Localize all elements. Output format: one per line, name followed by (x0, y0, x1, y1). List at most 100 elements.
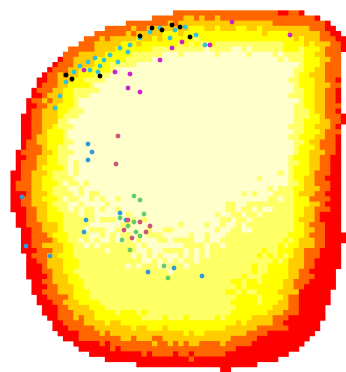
heatmap-cell (83, 46, 90, 53)
heatmap-cell (309, 170, 315, 177)
heatmap-cell (141, 175, 148, 182)
heatmap-cell (62, 103, 69, 109)
heatmap-cell (199, 87, 205, 94)
heatmap-cell (251, 20, 258, 27)
heatmap-cell (235, 87, 242, 94)
heatmap-cell (110, 304, 116, 311)
heatmap-cell (241, 263, 247, 270)
heatmap-cell (31, 93, 38, 99)
heatmap-cell (246, 237, 253, 244)
heatmap-cell (15, 186, 22, 192)
heatmap-cell (183, 72, 190, 78)
heatmap-cell (288, 10, 294, 16)
heatmap-cell (188, 335, 195, 342)
heatmap-cell (183, 211, 190, 218)
heatmap-cell (188, 279, 195, 285)
heatmap-cell (230, 310, 237, 316)
heatmap-cell (157, 129, 163, 135)
heatmap-cell (162, 351, 169, 357)
heatmap-cell (225, 315, 232, 321)
heatmap-cell (68, 237, 74, 244)
heatmap-cell (136, 149, 142, 156)
scatter-point (187, 34, 193, 40)
heatmap-cell (304, 320, 310, 326)
heatmap-cell (304, 165, 310, 171)
heatmap-cell (304, 289, 310, 295)
heatmap-cell (26, 139, 32, 146)
heatmap-cell (256, 51, 263, 58)
heatmap-cell (89, 160, 95, 166)
heatmap-cell (251, 82, 258, 89)
heatmap-cell (141, 237, 148, 244)
heatmap-cell (188, 41, 195, 47)
heatmap-cell (94, 289, 100, 295)
scatter-point (77, 63, 83, 69)
heatmap-cell (136, 211, 142, 218)
heatmap-cell (47, 315, 53, 321)
heatmap-cell (304, 232, 310, 239)
heatmap-cell (319, 31, 326, 37)
heatmap-cell (193, 196, 200, 202)
heatmap-cell (173, 258, 179, 264)
heatmap-cell (246, 222, 253, 228)
heatmap-cell (115, 304, 121, 311)
heatmap-cell (214, 258, 221, 264)
heatmap-cell (193, 186, 200, 192)
heatmap-cell (298, 222, 305, 228)
heatmap-cell (41, 175, 48, 182)
heatmap-cell (335, 144, 342, 151)
heatmap-cell (330, 77, 336, 84)
heatmap-cell (340, 118, 346, 125)
heatmap-cell (57, 206, 64, 213)
heatmap-cell (214, 103, 221, 109)
heatmap-cell (246, 118, 253, 125)
heatmap-cell (235, 294, 242, 301)
heatmap-cell (125, 206, 132, 213)
heatmap-cell (183, 248, 190, 254)
heatmap-cell (246, 320, 253, 326)
heatmap-cell (36, 144, 43, 151)
heatmap-cell (246, 227, 253, 233)
heatmap-cell (225, 206, 232, 213)
heatmap-cell (125, 242, 132, 249)
heatmap-cell (309, 129, 315, 135)
heatmap-cell (220, 67, 226, 73)
heatmap-cell (167, 165, 174, 171)
heatmap-cell (31, 170, 38, 177)
heatmap-cell (78, 294, 85, 301)
heatmap-cell (199, 160, 205, 166)
heatmap-cell (325, 118, 331, 125)
heatmap-cell (20, 222, 27, 228)
heatmap-cell (89, 268, 95, 275)
heatmap-cell (73, 134, 80, 140)
heatmap-cell (83, 103, 90, 109)
heatmap-cell (241, 87, 247, 94)
heatmap-cell (183, 15, 190, 22)
heatmap-cell (298, 170, 305, 177)
heatmap-cell (89, 46, 95, 53)
heatmap-cell (188, 103, 195, 109)
heatmap-cell (167, 232, 174, 239)
heatmap-cell (31, 155, 38, 161)
heatmap-cell (288, 51, 294, 58)
heatmap-cell (256, 98, 263, 104)
scatter-point (131, 193, 137, 199)
heatmap-cell (251, 294, 258, 301)
heatmap-cell (183, 77, 190, 84)
heatmap-cell (293, 31, 300, 37)
heatmap-cell (78, 113, 85, 120)
heatmap-cell (283, 170, 289, 177)
heatmap-cell (152, 20, 158, 27)
heatmap-cell (104, 56, 111, 63)
heatmap-cell (57, 232, 64, 239)
heatmap-cell (319, 108, 326, 115)
heatmap-cell (262, 82, 268, 89)
heatmap-cell (204, 248, 211, 254)
heatmap-cell (225, 335, 232, 342)
heatmap-cell (173, 144, 179, 151)
heatmap-cell (99, 253, 106, 259)
heatmap-cell (235, 170, 242, 177)
heatmap-cell (146, 124, 153, 130)
heatmap-cell (188, 361, 195, 368)
heatmap-cell (99, 93, 106, 99)
